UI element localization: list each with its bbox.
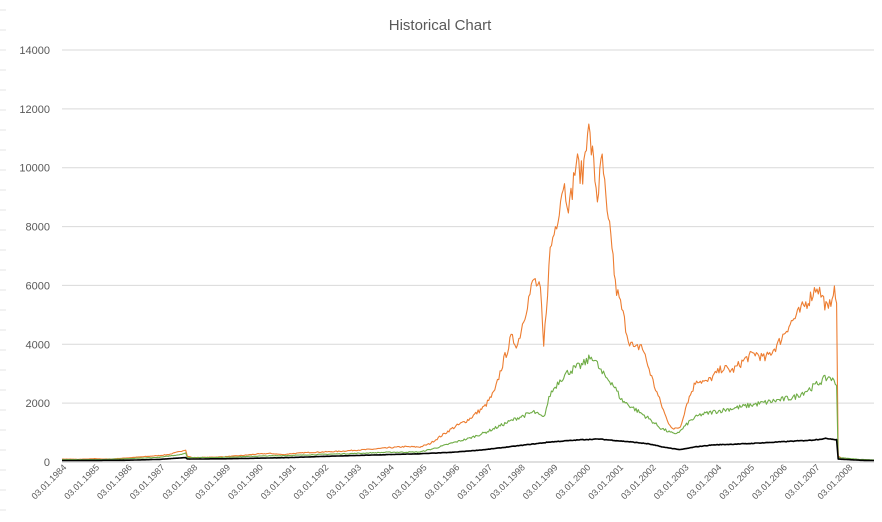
chart-title: Historical Chart bbox=[389, 17, 492, 34]
spreadsheet-row-lines bbox=[0, 9, 6, 511]
y-tick-label: 2000 bbox=[26, 398, 50, 410]
y-axis-tick-labels: 0 2000 4000 6000 8000 10000 12000 14000 bbox=[19, 45, 50, 469]
series-line-3 bbox=[62, 437, 874, 462]
y-tick-label: 6000 bbox=[26, 280, 50, 292]
y-tick-label: 0 bbox=[44, 457, 50, 469]
x-axis-tick-labels: 03.01.198403.01.198503.01.198603.01.1987… bbox=[29, 462, 854, 501]
series-lines bbox=[61, 123, 874, 462]
y-tick-label: 12000 bbox=[19, 104, 50, 116]
gridlines bbox=[62, 49, 874, 404]
y-tick-label: 4000 bbox=[26, 339, 50, 351]
y-tick-label: 14000 bbox=[19, 45, 50, 57]
x-tick-label: 03.01.2008 bbox=[815, 462, 854, 501]
y-tick-label: 8000 bbox=[26, 222, 50, 234]
series-line-1 bbox=[61, 123, 874, 461]
y-tick-label: 10000 bbox=[19, 163, 50, 175]
series-line-2 bbox=[61, 354, 874, 461]
